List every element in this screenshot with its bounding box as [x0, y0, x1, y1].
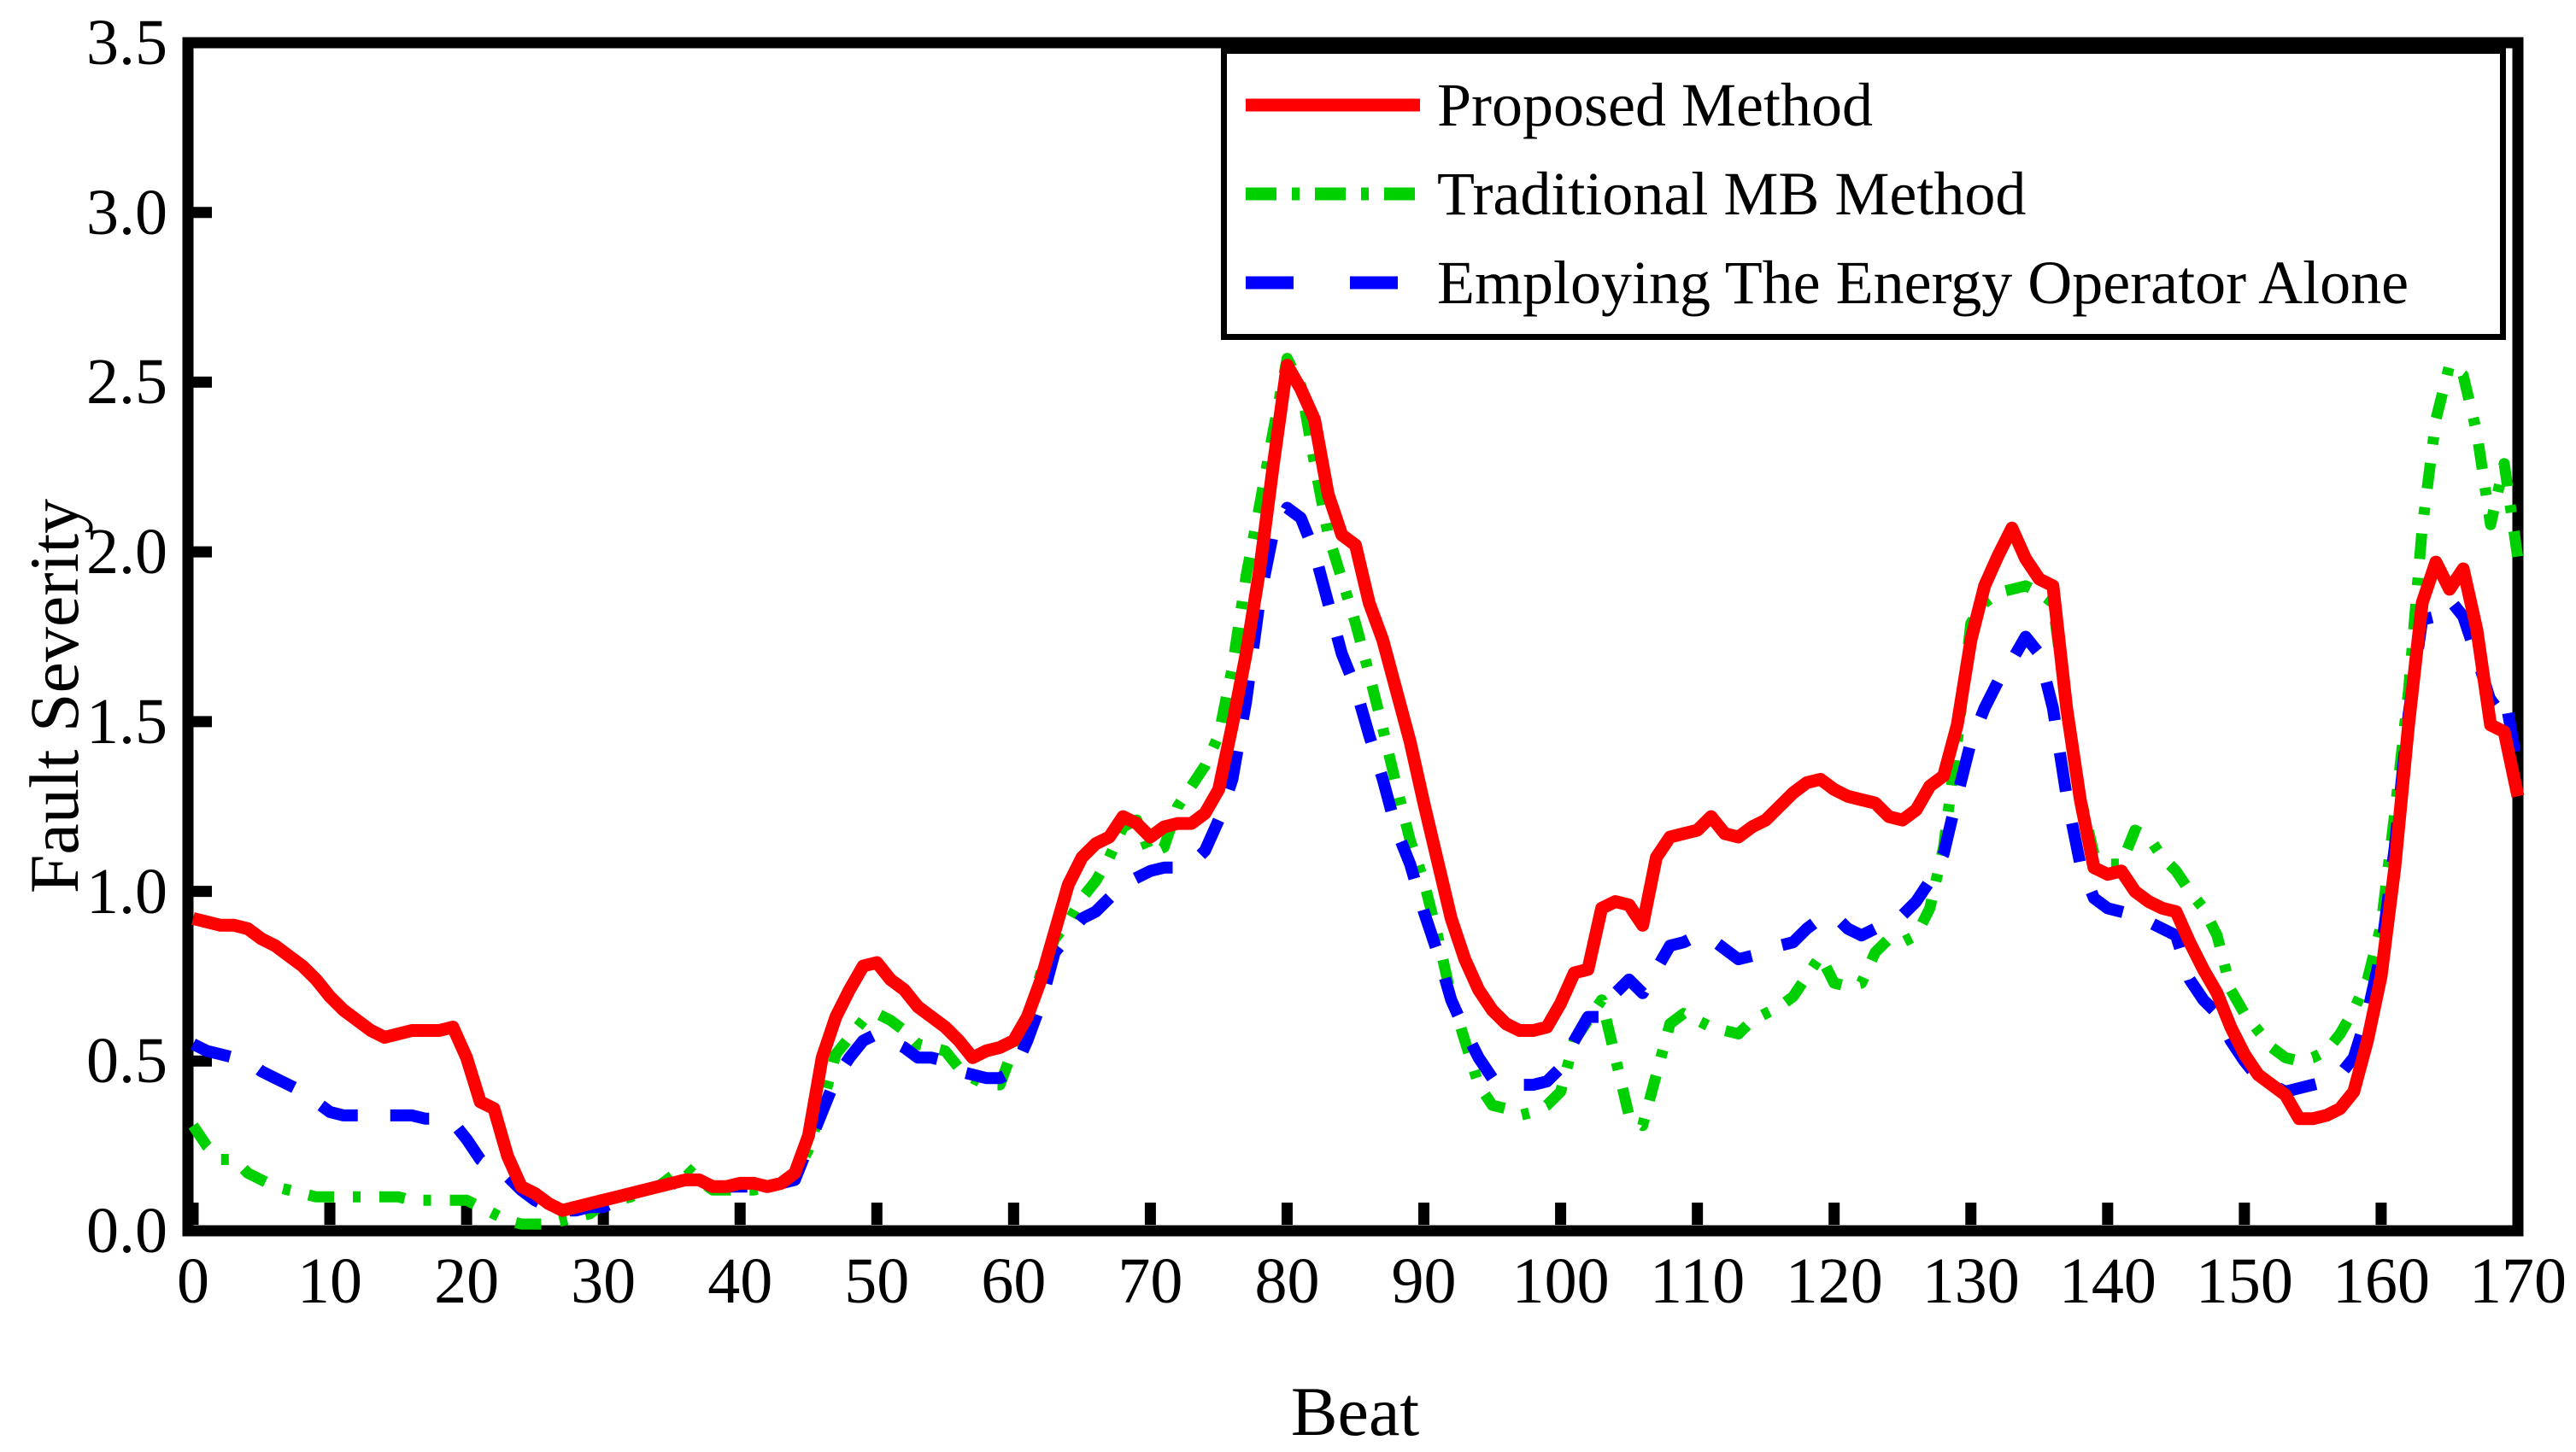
- dash-dot-line-swatch-icon: [1246, 187, 1420, 201]
- y-tick-label: 0.0: [86, 1195, 167, 1267]
- x-tick-label: 100: [1511, 1245, 1610, 1317]
- series-line-traditional-mb-method: [188, 353, 2524, 1230]
- plot-border: [182, 37, 2524, 1237]
- x-tick-label: 160: [2332, 1245, 2430, 1317]
- dashed-line-swatch-icon: [1246, 276, 1420, 290]
- y-tick-label: 0.5: [86, 1025, 167, 1098]
- y-axis-title: Fault Severity: [15, 498, 93, 894]
- legend-item-proposed-method: Proposed Method: [1241, 61, 2491, 149]
- x-tick-label: 170: [2469, 1245, 2567, 1317]
- x-tick-label: 40: [707, 1245, 773, 1317]
- x-tick-label: 130: [1922, 1245, 2020, 1317]
- legend-item-traditional-mb-method: Traditional MB Method: [1241, 149, 2491, 238]
- x-tick-label: 120: [1785, 1245, 1883, 1317]
- x-tick-label: 20: [434, 1245, 500, 1317]
- plot-frame: [182, 37, 2524, 1237]
- x-tick-label: 90: [1391, 1245, 1457, 1317]
- x-tick-label: 60: [981, 1245, 1047, 1317]
- y-tick-label: 3.0: [86, 176, 167, 249]
- x-tick-label: 80: [1254, 1245, 1320, 1317]
- series-line-employing-the-energy-operator-alone: [190, 501, 2524, 1217]
- x-tick-label: 110: [1650, 1245, 1746, 1317]
- legend: Proposed Method Traditional MB Method Em…: [1221, 48, 2506, 340]
- x-axis-title: Beat: [1290, 1373, 1420, 1450]
- x-tick-label: 0: [177, 1245, 209, 1317]
- legend-item-energy-operator-alone: Employing The Energy Operator Alone: [1241, 238, 2491, 327]
- y-tick-label: 1.0: [86, 855, 167, 928]
- x-tick-label: 30: [571, 1245, 637, 1317]
- legend-label: Proposed Method: [1437, 71, 1873, 139]
- solid-line-swatch-icon: [1246, 98, 1420, 112]
- x-tick-label: 50: [844, 1245, 910, 1317]
- y-tick-label: 2.0: [86, 516, 167, 588]
- y-tick-label: 1.5: [86, 685, 167, 758]
- x-tick-label: 150: [2195, 1245, 2293, 1317]
- series-line-proposed-method: [191, 359, 2525, 1217]
- x-tick-label: 10: [297, 1245, 363, 1317]
- y-tick-label: 2.5: [86, 346, 167, 419]
- legend-label: Employing The Energy Operator Alone: [1437, 249, 2409, 317]
- data-series: [188, 353, 2525, 1230]
- x-tick-label: 70: [1118, 1245, 1183, 1317]
- x-tick-label: 140: [2058, 1245, 2156, 1317]
- y-tick-label: 3.5: [86, 7, 167, 79]
- legend-label: Traditional MB Method: [1437, 160, 2027, 228]
